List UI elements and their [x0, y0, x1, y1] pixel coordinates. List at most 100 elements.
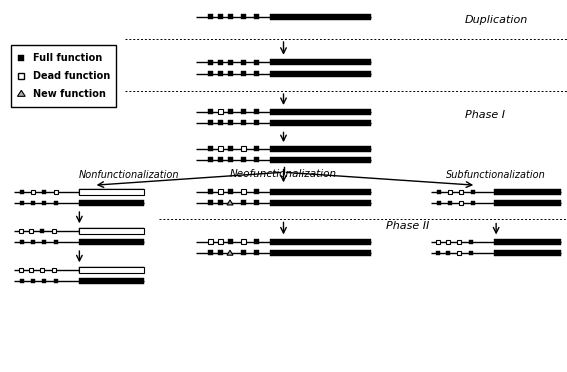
Bar — [240, 146, 246, 151]
Polygon shape — [227, 200, 233, 205]
Bar — [54, 279, 58, 283]
Bar — [227, 120, 232, 125]
Bar — [208, 71, 213, 76]
Bar — [79, 189, 145, 195]
Bar — [269, 250, 371, 256]
Text: Full function: Full function — [33, 53, 103, 62]
Bar — [218, 200, 222, 205]
Bar — [227, 157, 232, 163]
Text: Dead function: Dead function — [33, 71, 111, 81]
Bar — [218, 109, 222, 114]
Bar — [469, 251, 473, 255]
Bar — [218, 189, 222, 194]
Bar — [240, 60, 246, 65]
Bar — [269, 71, 371, 77]
Bar — [19, 268, 23, 272]
Bar — [31, 240, 35, 244]
Bar — [240, 200, 246, 205]
Text: Duplication: Duplication — [465, 16, 528, 25]
Bar — [208, 250, 213, 256]
Bar — [269, 109, 371, 115]
Bar — [227, 109, 232, 114]
Bar — [253, 120, 259, 125]
Bar — [79, 239, 145, 245]
Bar — [227, 239, 232, 244]
Bar — [448, 190, 452, 193]
Bar — [20, 201, 24, 205]
Bar — [43, 190, 46, 193]
Bar — [493, 250, 561, 256]
Bar — [79, 267, 145, 273]
Bar — [253, 250, 259, 256]
Bar — [43, 201, 46, 205]
Bar — [18, 55, 24, 61]
Bar — [240, 120, 246, 125]
Bar — [493, 239, 561, 245]
Bar — [18, 73, 24, 78]
Bar — [493, 200, 561, 206]
Bar — [208, 14, 213, 19]
Bar — [43, 279, 46, 283]
Bar — [218, 146, 222, 151]
Bar — [240, 189, 246, 194]
Bar — [269, 200, 371, 206]
Bar — [52, 268, 56, 272]
Bar — [208, 120, 213, 125]
Bar — [457, 240, 461, 244]
Text: Subfunctionalization: Subfunctionalization — [446, 170, 546, 180]
Bar — [31, 201, 35, 205]
Bar — [240, 14, 246, 19]
Bar — [227, 60, 232, 65]
Bar — [227, 71, 232, 76]
Bar — [459, 190, 463, 193]
Bar — [227, 146, 232, 151]
Text: Phase II: Phase II — [386, 221, 429, 231]
Bar — [79, 200, 145, 206]
Bar — [208, 200, 213, 205]
Bar — [208, 146, 213, 151]
Bar — [240, 239, 246, 244]
Bar — [218, 157, 222, 163]
Bar — [253, 71, 259, 76]
Bar — [269, 189, 371, 195]
Bar — [31, 190, 35, 193]
Bar — [269, 120, 371, 126]
Bar — [218, 71, 222, 76]
Bar — [227, 189, 232, 194]
Bar — [29, 229, 33, 232]
Bar — [446, 251, 450, 255]
Bar — [79, 278, 145, 284]
Text: Nonfunctionalization: Nonfunctionalization — [79, 170, 179, 180]
Bar — [269, 146, 371, 152]
Bar — [253, 14, 259, 19]
Bar — [11, 45, 116, 107]
Bar — [253, 109, 259, 114]
Bar — [208, 109, 213, 114]
Bar — [20, 279, 24, 283]
Bar — [79, 228, 145, 234]
Bar — [459, 201, 463, 205]
Bar — [20, 190, 24, 193]
Bar — [40, 268, 44, 272]
Bar — [208, 60, 213, 65]
Bar — [253, 189, 259, 194]
Bar — [43, 240, 46, 244]
Bar — [253, 60, 259, 65]
Bar — [29, 268, 33, 272]
Bar — [446, 240, 450, 244]
Bar — [240, 109, 246, 114]
Bar — [253, 157, 259, 163]
Bar — [218, 60, 222, 65]
Bar — [79, 267, 145, 273]
Bar — [54, 201, 58, 205]
Bar — [52, 229, 56, 232]
Polygon shape — [18, 90, 26, 96]
Bar — [54, 190, 58, 193]
Bar — [436, 240, 440, 244]
Bar — [448, 201, 452, 205]
Bar — [218, 250, 222, 256]
Bar — [40, 229, 44, 232]
Bar — [240, 157, 246, 163]
Bar — [269, 239, 371, 245]
Bar — [79, 189, 145, 195]
